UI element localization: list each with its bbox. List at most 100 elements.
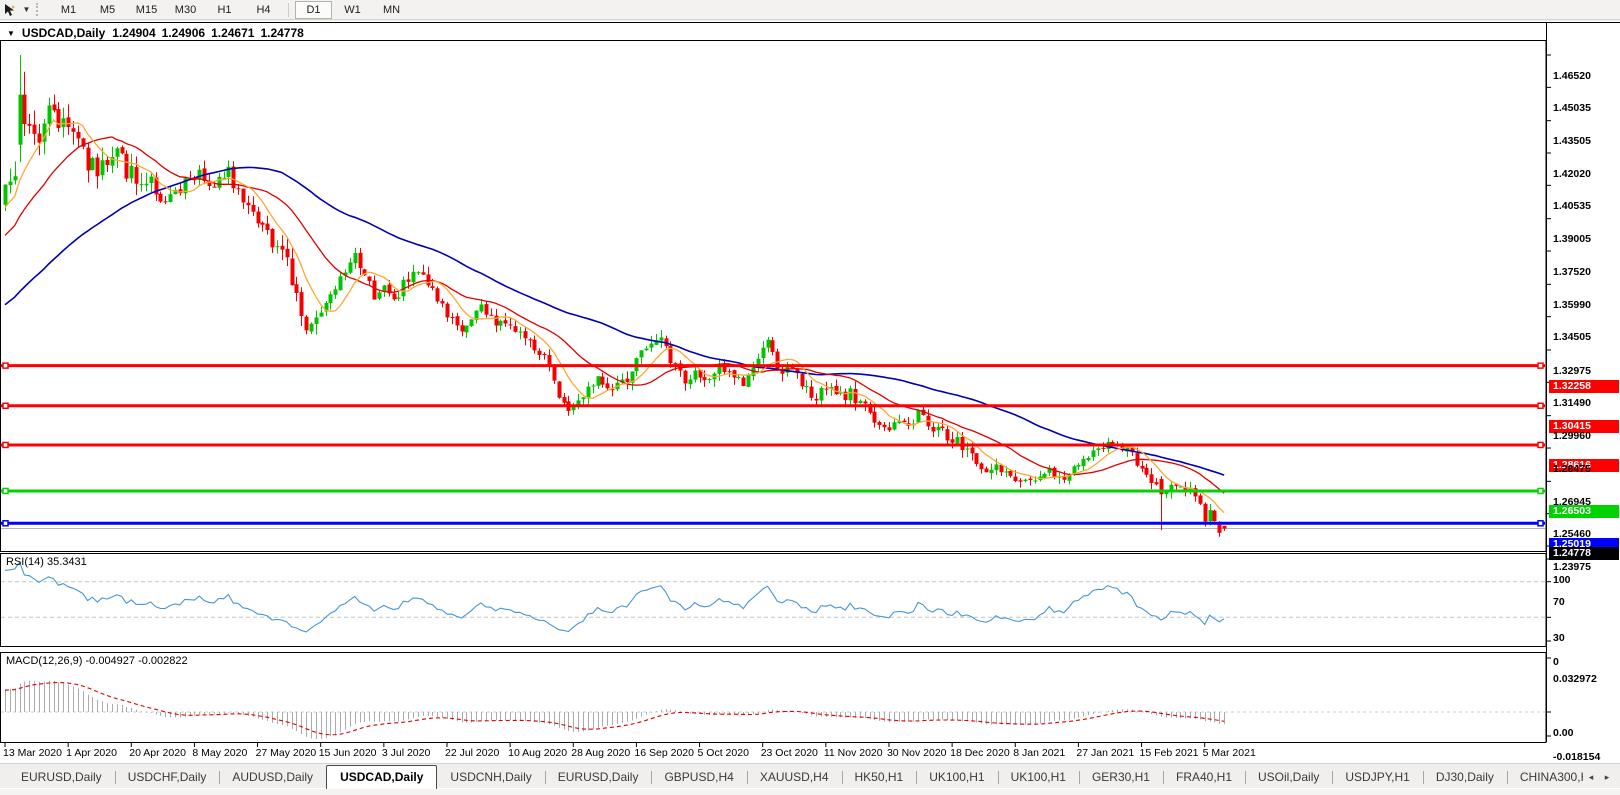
date-tick-4: 27 May 2020 [255,747,317,759]
symbol-tab-0-eurusddaily[interactable]: EURUSD,Daily [21,770,102,784]
date-tick-12: 23 Oct 2020 [760,747,818,759]
macd-indicator-label: MACD(12,26,9) -0.004927 -0.002822 [6,655,188,667]
date-tick-0: 13 Mar 2020 [3,747,62,759]
symbol-tab-11-ger30h1[interactable]: GER30,H1 [1078,767,1163,788]
chart-symbol-label: USDCAD,Daily [21,26,106,40]
price-level-box-3: 1.26503 [1549,505,1619,519]
timeframe-button-w1[interactable]: W1 [344,3,361,16]
date-tick-9: 28 Aug 2020 [571,747,631,759]
date-tick-17: 27 Jan 2021 [1076,747,1135,759]
macd-value-main: -0.004927 [85,655,136,667]
timeframe-button-m5[interactable]: M5 [99,3,116,16]
date-tick-14: 30 Nov 2020 [886,747,947,759]
cursor-arrow-icon [5,3,15,16]
toolbar-grip[interactable] [36,3,45,16]
symbol-tab-16-china300h1[interactable]: CHINA300,H1 [1506,767,1583,788]
macd-value-signal: -0.002822 [138,655,188,667]
macd-tick-2: -0.018154 [1553,750,1601,763]
date-tick-10: 16 Sep 2020 [634,747,694,759]
rsi-indicator-label: RSI(14) 35.3431 [6,556,87,568]
symbol-tab-8-hk50h1[interactable]: HK50,H1 [841,767,917,788]
price-tick-12: 1.28475 [1553,462,1591,475]
price-tick-1: 1.45035 [1553,101,1591,114]
timeframe-button-m30[interactable]: M30 [174,3,197,16]
date-tick-5: 15 Jun 2020 [318,747,377,759]
date-tick-6: 3 Jul 2020 [381,747,431,759]
price-level-box-0: 1.32258 [1549,380,1619,394]
date-tick-2: 20 Apr 2020 [129,747,186,759]
date-tick-16: 8 Jan 2021 [1013,747,1066,759]
timeframe-button-m1[interactable]: M1 [60,3,77,16]
chart-title: ▼ USDCAD,Daily 1.24904 1.24906 1.24671 1… [7,26,304,40]
price-chart-canvas[interactable] [0,21,1620,763]
symbol-tabbar: EURUSD,Daily USDCHF,Daily AUDUSD,Daily USDC… [0,763,1620,789]
date-tick-3: 8 May 2020 [192,747,248,759]
price-tick-7: 1.35990 [1553,298,1591,311]
timeframe-button-d1[interactable]: D1 [295,0,332,19]
rsi-name: RSI(14) [6,556,44,568]
price-tick-8: 1.34505 [1553,331,1591,344]
date-tick-8: 10 Aug 2020 [508,747,568,759]
symbol-tab-14-usdjpyh1[interactable]: USDJPY,H1 [1332,767,1422,788]
price-level-box-2: 1.28616 [1549,459,1619,473]
date-tick-19: 5 Mar 2021 [1202,747,1256,759]
macd-tick-0: 0.032972 [1553,672,1597,685]
price-tick-13: 1.26945 [1553,495,1591,508]
price-tick-6: 1.37520 [1553,265,1591,278]
quote-close: 1.24778 [260,26,304,40]
symbol-tab-2-audusddaily[interactable]: AUDUSD,Daily [219,767,326,788]
price-tick-5: 1.39005 [1553,233,1591,246]
price-tick-11: 1.29960 [1553,430,1591,443]
price-level-box-1: 1.30415 [1549,420,1619,434]
symbol-tab-15-dj30daily[interactable]: DJ30,Daily [1422,767,1507,788]
symbol-tab-7-xauusdh4[interactable]: XAUUSD,H4 [746,767,842,788]
quote-high: 1.24906 [161,26,206,40]
price-tick-2: 1.43505 [1553,135,1591,148]
timeframe-button-mn[interactable]: MN [382,3,401,16]
date-tick-11: 5 Oct 2020 [697,747,749,759]
timeframe-button-m15[interactable]: M15 [135,3,158,16]
price-tick-10: 1.31490 [1553,396,1591,409]
tab-scroll-controls: ◂ ▸ [1583,764,1620,789]
symbol-tab-3-usdcaddaily[interactable]: USDCAD,Daily [326,765,438,789]
quote-ohlc: 1.24904 1.24906 1.24671 1.24778 [112,26,304,40]
crosshair-pointer-icon[interactable] [0,1,20,18]
date-tick-13: 11 Nov 2020 [823,747,883,759]
price-tick-4: 1.40535 [1553,199,1591,212]
price-tick-0: 1.46520 [1553,69,1591,82]
price-tick-14: 1.25460 [1553,528,1591,541]
tabs-scroll-left-icon[interactable]: ◂ [1588,771,1594,782]
quote-open: 1.24904 [112,26,156,40]
collapse-chart-icon[interactable]: ▼ [7,28,15,38]
macd-name: MACD(12,26,9) [6,655,83,667]
symbol-tab-9-uk100h1[interactable]: UK100,H1 [916,767,997,788]
date-tick-18: 15 Feb 2021 [1139,747,1199,759]
price-tick-3: 1.42020 [1553,167,1591,180]
rsi-tick-30: 30 [1553,631,1565,644]
timeframe-button-h1[interactable]: H1 [217,3,232,16]
symbol-tab-10-uk100h1[interactable]: UK100,H1 [997,767,1079,788]
symbol-tab-6-gbpusdh4[interactable]: GBPUSD,H4 [651,767,746,788]
symbol-tab-4-usdcnhdaily[interactable]: USDCNH,Daily [450,770,532,784]
rsi-tick-0: 0 [1553,655,1559,668]
status-strip [0,788,1620,795]
pointer-dropdown-arrow-icon[interactable]: ▼ [22,5,31,14]
quote-low: 1.24671 [211,26,255,40]
symbol-tab-12-fra40h1[interactable]: FRA40,H1 [1162,767,1245,788]
timeframe-button-h4[interactable]: H4 [256,3,271,16]
rsi-value: 35.3431 [46,556,87,568]
date-tick-1: 1 Apr 2020 [66,747,117,759]
rsi-tick-70: 70 [1553,596,1565,609]
tabs-scroll-right-icon[interactable]: ▸ [1604,771,1610,782]
rsi-tick-100: 100 [1553,573,1571,586]
chart-window: ▼ USDCAD,Daily 1.24904 1.24906 1.24671 1… [0,21,1620,763]
symbol-tab-1-usdchfdaily[interactable]: USDCHF,Daily [114,767,220,788]
timeframe-toolbar: ▼ M1 M5 M15 M30 H1 H4 D1 W1 MN [0,0,1620,20]
price-tick-15: 1.23975 [1553,560,1591,573]
symbol-tab-5-eurusddaily[interactable]: EURUSD,Daily [544,767,652,788]
macd-tick-1: 0.00 [1553,726,1574,739]
symbol-tab-13-usoildaily[interactable]: USOil,Daily [1245,767,1332,788]
toolbar-separator [288,2,289,17]
current-price-box: 1.24778 [1549,547,1619,561]
